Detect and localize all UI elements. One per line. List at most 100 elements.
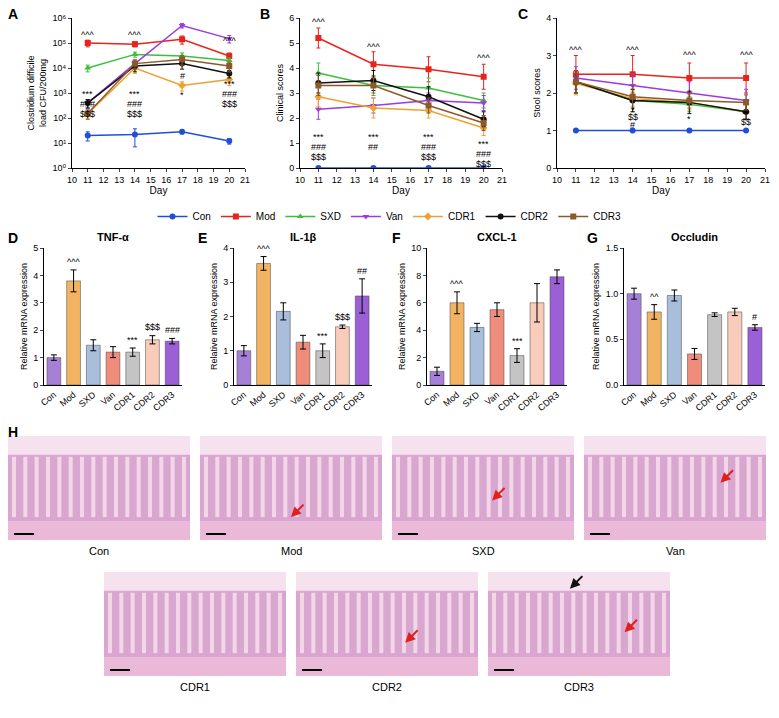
svg-text:17: 17 (177, 175, 187, 185)
svg-text:CDR3: CDR3 (734, 390, 759, 413)
svg-text:CDR1: CDR1 (302, 390, 327, 413)
svg-text:15: 15 (647, 175, 657, 185)
svg-text:###: ### (80, 99, 95, 109)
svg-text:###: ### (165, 325, 180, 335)
svg-text:$$$: $$$ (145, 322, 160, 332)
svg-text:Con: Con (89, 545, 109, 557)
svg-text:12: 12 (590, 175, 600, 185)
svg-text:***: *** (478, 139, 489, 149)
svg-text:B: B (260, 6, 270, 22)
svg-text:11: 11 (83, 175, 92, 185)
svg-text:10: 10 (552, 175, 562, 185)
svg-text:***: *** (313, 132, 324, 142)
svg-text:###: ### (311, 142, 326, 152)
svg-text:6: 6 (416, 298, 421, 308)
svg-text:###: ### (476, 149, 491, 159)
svg-text:21: 21 (240, 175, 250, 185)
svg-text:CDR1: CDR1 (448, 211, 476, 222)
svg-text:SXD: SXD (320, 211, 341, 222)
svg-text:IL-1β: IL-1β (290, 231, 317, 243)
svg-text:Con: Con (39, 390, 58, 408)
svg-text:##: ## (368, 142, 378, 152)
svg-text:CDR3: CDR3 (341, 390, 366, 413)
svg-text:17: 17 (684, 175, 694, 185)
svg-text:18: 18 (703, 175, 713, 185)
svg-text:##: ## (357, 266, 367, 276)
svg-text:#: # (752, 312, 757, 322)
svg-text:G: G (587, 230, 598, 246)
svg-text:0: 0 (416, 380, 421, 390)
svg-text:Relative mRNA expression: Relative mRNA expression (591, 263, 601, 370)
svg-text:^^^: ^^^ (740, 50, 753, 60)
svg-text:Occludin: Occludin (671, 231, 718, 243)
svg-text:Mod: Mod (441, 390, 461, 409)
svg-text:^^: ^^ (650, 292, 659, 302)
svg-text:2: 2 (289, 113, 294, 123)
svg-text:Day: Day (652, 185, 670, 196)
svg-text:SXD: SXD (77, 389, 98, 409)
svg-text:2: 2 (416, 353, 421, 363)
svg-text:10¹: 10¹ (53, 138, 66, 148)
svg-text:###: ### (222, 89, 237, 99)
svg-text:10: 10 (411, 243, 421, 253)
svg-text:D: D (8, 230, 18, 246)
svg-text:21: 21 (497, 175, 507, 185)
svg-text:^^^: ^^^ (683, 50, 696, 60)
svg-text:Van: Van (386, 211, 403, 222)
svg-text:Van: Van (680, 390, 698, 408)
svg-text:^^^: ^^^ (626, 45, 639, 55)
svg-text:Van: Van (483, 390, 501, 408)
svg-text:Relative mRNA expression: Relative mRNA expression (209, 263, 219, 370)
svg-text:16: 16 (665, 175, 675, 185)
svg-text:1: 1 (33, 353, 38, 363)
svg-text:14: 14 (130, 175, 140, 185)
svg-text:11: 11 (571, 175, 580, 185)
svg-text:***: *** (224, 79, 235, 89)
svg-text:Con: Con (619, 390, 638, 408)
svg-text:^^^: ^^^ (367, 42, 380, 52)
svg-text:19: 19 (460, 175, 470, 185)
svg-text:CDR2: CDR2 (521, 211, 549, 222)
svg-text:^^^: ^^^ (128, 30, 141, 40)
svg-text:10⁰: 10⁰ (53, 163, 67, 173)
svg-text:**: ** (742, 109, 750, 119)
svg-text:CDR2: CDR2 (372, 681, 402, 693)
svg-text:CDR2: CDR2 (516, 390, 541, 413)
svg-text:18: 18 (193, 175, 203, 185)
svg-text:4: 4 (223, 243, 228, 253)
svg-text:Van: Van (99, 390, 117, 408)
svg-text:6: 6 (289, 13, 294, 23)
svg-text:Mod: Mod (639, 390, 659, 409)
svg-text:*: * (687, 114, 691, 124)
svg-text:***: *** (423, 132, 434, 142)
svg-text:$$$: $$$ (335, 312, 350, 322)
svg-text:10⁵: 10⁵ (52, 38, 66, 48)
svg-text:Van: Van (289, 390, 307, 408)
svg-text:CDR1: CDR1 (180, 681, 210, 693)
svg-text:CDR3: CDR3 (536, 390, 561, 413)
svg-text:$$$: $$$ (421, 152, 436, 162)
svg-text:^^^: ^^^ (312, 17, 325, 27)
svg-text:CDR3: CDR3 (593, 211, 621, 222)
svg-text:$$$: $$$ (476, 159, 491, 169)
svg-text:4: 4 (546, 13, 551, 23)
svg-text:^^^: ^^^ (67, 257, 80, 267)
svg-text:Relative mRNA expression: Relative mRNA expression (19, 263, 29, 370)
svg-text:CXCL-1: CXCL-1 (477, 231, 517, 243)
svg-text:CDR2: CDR2 (321, 390, 346, 413)
svg-text:19: 19 (209, 175, 219, 185)
svg-text:10³: 10³ (53, 88, 66, 98)
svg-text:1: 1 (223, 346, 228, 356)
svg-text:1.0: 1.0 (606, 289, 619, 299)
svg-text:0: 0 (289, 163, 294, 173)
svg-text:16: 16 (161, 175, 171, 185)
svg-text:Mod: Mod (58, 390, 78, 409)
svg-text:^^^: ^^^ (257, 244, 270, 254)
svg-text:Relative mRNA expression: Relative mRNA expression (397, 263, 407, 370)
svg-text:5: 5 (289, 38, 294, 48)
svg-text:***: *** (127, 335, 138, 345)
svg-text:$$$: $$$ (127, 109, 142, 119)
svg-text:###: ### (421, 142, 436, 152)
svg-text:10: 10 (295, 175, 305, 185)
svg-text:15: 15 (146, 175, 156, 185)
